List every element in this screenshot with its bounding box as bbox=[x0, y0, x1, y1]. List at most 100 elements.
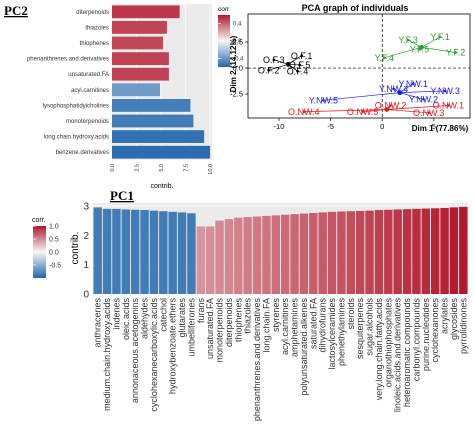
pca-spider-line bbox=[362, 109, 387, 113]
pc2-x-tick-label: 0.0 bbox=[110, 164, 116, 172]
pca-point-label: Y.NW.5 bbox=[309, 96, 338, 106]
pc2-x-tick-label: 2.5 bbox=[135, 164, 141, 172]
pc1-category-label: dihydrofurans bbox=[318, 298, 328, 353]
pc1-category-label: acyl.carnitines bbox=[280, 298, 290, 356]
pc2-bar bbox=[112, 21, 167, 34]
pca-point-label: O.F.3 bbox=[263, 55, 285, 65]
pca-spider-line bbox=[421, 46, 456, 53]
pc1-bar bbox=[290, 214, 299, 294]
pca-point-label: Y.NW.2 bbox=[409, 94, 438, 104]
pc2-x-tick-label: 10.0 bbox=[208, 164, 214, 175]
pca-scatter-chart: PCA graph of individuals -10 -5 0 52.50.0-2… bbox=[229, 3, 471, 133]
pca-point bbox=[298, 63, 301, 67]
pca-point bbox=[361, 110, 364, 114]
pca-point-label: O.NW.1 bbox=[433, 101, 465, 111]
pc2-bar bbox=[112, 145, 211, 159]
pc1-legend-title: corr. bbox=[32, 217, 46, 224]
pca-y-tick-label: 2.5 bbox=[233, 38, 243, 47]
pc1-bar bbox=[187, 213, 196, 294]
pca-point-label: Y.F.3 bbox=[398, 35, 417, 45]
pca-point-label: Y.F.5 bbox=[410, 45, 429, 55]
pc1-category-label: monoterpenoids bbox=[215, 298, 225, 363]
pc1-bar bbox=[449, 207, 459, 294]
pc2-bar bbox=[112, 52, 169, 65]
pc2-bar bbox=[112, 67, 169, 81]
pca-title: PCA graph of individuals bbox=[302, 3, 409, 13]
pc1-category-label: styrenes bbox=[271, 298, 281, 333]
pc1-category-label: thiazoles bbox=[243, 298, 253, 334]
pc1-category-label: diterpenoids bbox=[224, 298, 234, 348]
pca-y-tick-label: -2.5 bbox=[230, 90, 243, 99]
pca-spider-line bbox=[386, 109, 429, 114]
pca-spider-line bbox=[303, 109, 387, 113]
pc1-bar bbox=[430, 208, 440, 294]
pc1-legend-tick-label: 0.5 bbox=[49, 237, 59, 244]
pc1-bar bbox=[440, 207, 449, 294]
pca-spider-line bbox=[421, 36, 441, 48]
pc1-bar bbox=[318, 212, 327, 294]
pc1-bar bbox=[121, 209, 131, 294]
pc1-y-tick-label: 2 bbox=[83, 231, 89, 242]
pc1-category-label: saturated.FA bbox=[308, 298, 318, 349]
pc1-bar bbox=[365, 210, 374, 294]
pca-point bbox=[418, 48, 421, 51]
pc1-legend-colorbar bbox=[33, 226, 46, 278]
pca-x-tick-label: -5 bbox=[327, 122, 334, 131]
pc2-x-tick-label: 7.5 bbox=[184, 164, 190, 172]
pc1-legend-tick-label: 0.0 bbox=[49, 250, 59, 257]
pc1-category-label: acrylates bbox=[440, 298, 450, 335]
pc2-category-label: long.chain.hydroxy.acids bbox=[44, 135, 109, 141]
pca-spider-line bbox=[323, 92, 400, 101]
pc1-category-label: hydroxybenzoate.ethers bbox=[168, 298, 178, 395]
pc1-bar-chart: 0 1 2 3 anthracenes medium.chain.hydroxy.aci… bbox=[32, 201, 468, 421]
pc1-category-label: very.long.chain.fatty.acids bbox=[374, 298, 384, 401]
pca-point-label: O.F.4 bbox=[287, 66, 309, 76]
pc1-bar bbox=[168, 211, 177, 294]
pca-spider-line bbox=[399, 92, 424, 100]
pca-point bbox=[454, 51, 457, 54]
pc2-bar bbox=[112, 5, 180, 19]
pca-point bbox=[322, 99, 325, 102]
pc1-category-label: umbelliferones bbox=[186, 298, 196, 357]
pca-spider-line bbox=[288, 55, 302, 65]
pc2-category-label: unsaturated.FA bbox=[68, 72, 109, 78]
pc1-bar bbox=[196, 226, 206, 294]
pc1-bar bbox=[421, 208, 431, 294]
pca-point-label: O.F.1 bbox=[291, 51, 313, 61]
pc1-bar bbox=[384, 209, 393, 294]
pc1-bar bbox=[337, 211, 346, 294]
pc1-bar bbox=[130, 209, 140, 294]
pc1-category-label: pyrrolidinones bbox=[458, 298, 468, 355]
pc1-bar bbox=[234, 217, 243, 294]
pca-point bbox=[302, 110, 306, 114]
pc2-category-label: thiophenes bbox=[80, 41, 109, 47]
pca-spider-line bbox=[399, 90, 446, 93]
pc1-bar bbox=[215, 220, 224, 294]
pc1-category-label: phenethylamines bbox=[336, 298, 346, 367]
pc1-category-label: furans bbox=[196, 298, 206, 324]
pc1-category-label: catechol bbox=[158, 298, 168, 332]
pca-point bbox=[382, 56, 386, 59]
pca-point bbox=[300, 54, 303, 57]
pca-spider-line bbox=[268, 64, 289, 71]
pc1-category-label: sugar.alcohols bbox=[365, 298, 375, 356]
pca-x-tick-label: -10 bbox=[274, 122, 285, 131]
pc1-category-label: aldehydes bbox=[140, 298, 150, 340]
pc1-category-label: glycosides bbox=[449, 298, 459, 341]
pca-point-label: O.NW.5 bbox=[347, 107, 379, 117]
pca-x-axis-title: Dim 1 (77.86%) bbox=[412, 124, 469, 133]
pca-point bbox=[422, 97, 425, 101]
pc1-bar bbox=[412, 208, 421, 294]
pc2-category-label: lysophosphatidylcholines bbox=[43, 103, 109, 109]
pca-spider-line bbox=[386, 105, 449, 110]
pc1-bar bbox=[393, 209, 402, 294]
pc1-y-tick-label: 3 bbox=[83, 201, 89, 212]
pc2-x-axis-title: contrib. bbox=[151, 183, 174, 190]
pc1-bar bbox=[327, 211, 337, 294]
pc1-category-label: polyunsaturated.alkenes bbox=[299, 298, 309, 396]
pc1-bar bbox=[149, 210, 159, 294]
pc1-category-label: carbonyl.compounds bbox=[411, 298, 421, 382]
pca-point bbox=[443, 89, 447, 93]
pca-y-tick-label: 0.0 bbox=[233, 64, 243, 73]
pca-point bbox=[392, 87, 395, 91]
